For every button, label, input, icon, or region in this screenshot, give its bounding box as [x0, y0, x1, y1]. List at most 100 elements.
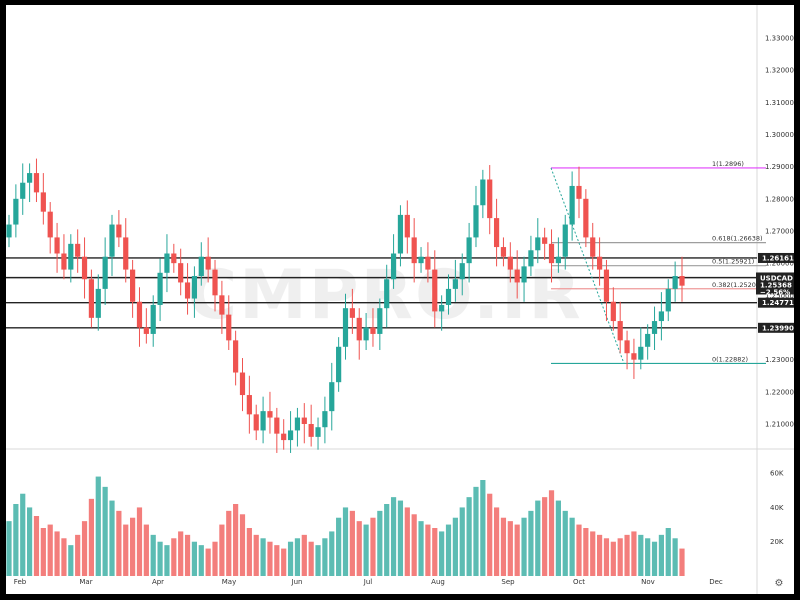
volume-bar[interactable] [569, 517, 575, 576]
candle[interactable] [212, 259, 218, 312]
candle[interactable] [40, 173, 46, 225]
volume-bar[interactable] [590, 531, 596, 576]
volume-bar[interactable] [6, 521, 12, 576]
volume-bar[interactable] [191, 541, 198, 576]
volume-bar[interactable] [246, 528, 252, 576]
candle[interactable] [47, 202, 53, 254]
volume-bar[interactable] [631, 531, 637, 576]
volume-bar[interactable] [617, 538, 623, 576]
volume-bar[interactable] [212, 541, 218, 576]
candle[interactable] [267, 391, 273, 434]
volume-bar[interactable] [473, 486, 479, 576]
volume-bar[interactable] [95, 476, 101, 576]
volume-bar[interactable] [164, 545, 170, 576]
volume-bar[interactable] [377, 510, 383, 576]
fibonacci-retracement[interactable]: 1(1.2896) 0.618(1.26638) 0.5(1.25921) 0.382… [550, 160, 766, 365]
volume-bar[interactable] [672, 538, 678, 576]
candle[interactable] [404, 200, 410, 254]
candle[interactable] [672, 261, 678, 302]
volume-bar[interactable] [425, 524, 431, 576]
candle[interactable] [679, 256, 685, 302]
volume-bar[interactable] [198, 545, 204, 576]
volume-bar[interactable] [445, 524, 452, 576]
candle[interactable] [281, 419, 287, 450]
volume-bar[interactable] [75, 534, 81, 576]
candle[interactable] [603, 259, 610, 322]
candle[interactable] [535, 218, 541, 264]
volume-bar[interactable] [521, 517, 527, 576]
volume-bar[interactable] [27, 507, 33, 576]
candle[interactable] [596, 237, 603, 286]
volume-bar[interactable] [651, 541, 658, 576]
candle[interactable] [645, 324, 651, 360]
volume-bar[interactable] [329, 531, 335, 576]
volume-bar[interactable] [363, 524, 369, 576]
volume-bar[interactable] [226, 510, 232, 576]
candle[interactable] [219, 280, 225, 334]
candle[interactable] [75, 229, 81, 273]
volume-bar[interactable] [171, 538, 177, 576]
volume-bar[interactable] [315, 545, 321, 576]
volume-bar[interactable] [500, 517, 507, 576]
candle[interactable] [123, 218, 129, 283]
candle[interactable] [239, 358, 246, 412]
volume-bar[interactable] [150, 534, 156, 576]
candle[interactable] [665, 279, 671, 322]
candle[interactable] [651, 306, 658, 351]
volume-bar[interactable] [54, 531, 60, 576]
candle[interactable] [150, 295, 156, 347]
candle[interactable] [171, 243, 177, 273]
candle[interactable] [507, 242, 513, 283]
candle[interactable] [432, 250, 438, 328]
volume-bar[interactable] [397, 500, 404, 576]
candle[interactable] [439, 295, 445, 331]
gear-icon[interactable]: ⚙ [775, 578, 784, 589]
candle[interactable] [322, 396, 328, 444]
candle[interactable] [205, 237, 211, 283]
candle[interactable] [583, 189, 589, 248]
volume-bar[interactable] [370, 517, 376, 576]
candle[interactable] [638, 327, 644, 370]
candle[interactable] [233, 330, 239, 386]
candle[interactable] [13, 184, 19, 238]
candle[interactable] [260, 396, 266, 444]
volume-bar[interactable] [384, 504, 390, 576]
candle[interactable] [658, 292, 664, 341]
volume-bar[interactable] [184, 534, 191, 576]
volume-bar[interactable] [466, 497, 472, 576]
volume-bar[interactable] [439, 531, 445, 576]
candle[interactable] [569, 171, 575, 241]
volume-bar[interactable] [658, 534, 664, 576]
candle[interactable] [521, 256, 527, 302]
candle[interactable] [246, 375, 252, 434]
candle[interactable] [576, 166, 582, 219]
candle[interactable] [480, 169, 486, 219]
candle[interactable] [287, 411, 294, 453]
volume-bar[interactable] [40, 528, 46, 576]
volume-bar[interactable] [452, 517, 458, 576]
volume-bar[interactable] [493, 507, 500, 576]
volume-bar[interactable] [645, 538, 651, 576]
candle[interactable] [624, 330, 630, 370]
volume-bar[interactable] [548, 490, 555, 576]
volume-bar[interactable] [81, 521, 88, 576]
volume-bar[interactable] [349, 510, 355, 576]
candle[interactable] [466, 222, 472, 283]
volume-bar[interactable] [418, 521, 424, 576]
candle[interactable] [390, 234, 397, 289]
volume-bar[interactable] [88, 498, 95, 576]
volume-bar[interactable] [239, 514, 246, 576]
volume-bar[interactable] [281, 548, 287, 576]
candle[interactable] [116, 210, 122, 248]
volume-bar[interactable] [638, 534, 644, 576]
candle[interactable] [191, 266, 198, 318]
candle[interactable] [445, 274, 452, 315]
candle[interactable] [349, 288, 355, 334]
volume-bar[interactable] [583, 528, 589, 576]
volume-bar[interactable] [267, 541, 273, 576]
candle[interactable] [452, 259, 458, 302]
volume-bar[interactable] [205, 548, 211, 576]
volume-bar[interactable] [301, 534, 307, 576]
candle[interactable] [631, 338, 637, 379]
volume-bar[interactable] [287, 541, 294, 576]
